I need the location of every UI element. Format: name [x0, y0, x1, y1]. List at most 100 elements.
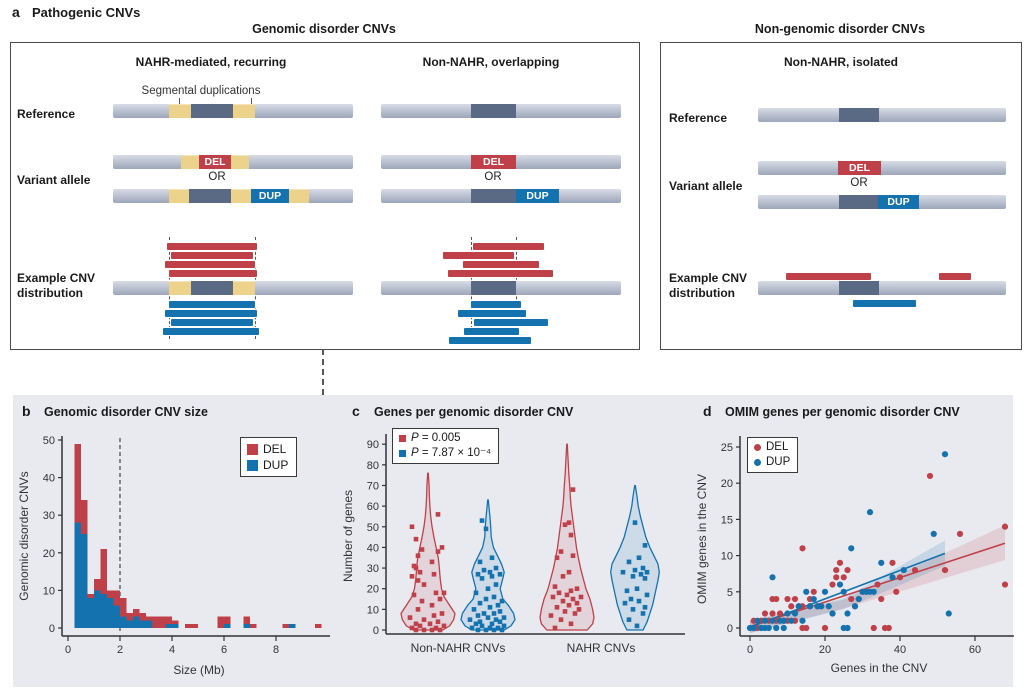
y-axis-label: Genomic disorder CNVs: [17, 471, 31, 600]
violin-point-dup: [477, 559, 483, 565]
violin-point-dup: [638, 571, 644, 577]
violin-shape-del: [539, 443, 595, 631]
violin-point-del: [552, 625, 558, 631]
violin-point-del: [411, 563, 417, 569]
scatter-point-del: [799, 545, 806, 552]
chromosome-bar: DEL: [758, 161, 1006, 175]
dup-cnv-bar: [471, 301, 521, 308]
scatter-point-del: [833, 574, 840, 581]
violin-point-del: [435, 619, 441, 625]
histogram-bar-dup: [87, 597, 94, 628]
violin-point-dup: [485, 586, 491, 592]
violin-point-dup: [630, 607, 636, 612]
scatter-point-dup: [821, 588, 829, 595]
violin-point-del: [439, 611, 445, 616]
segmental-duplication-block: [289, 189, 309, 203]
segmental-duplication-block: [169, 104, 191, 118]
violin-point-dup: [499, 627, 505, 633]
scatter-point-dup: [840, 588, 847, 595]
dup-legend-dot: [754, 459, 761, 466]
scatter-point-dup: [825, 603, 832, 610]
chromosome-bar: [113, 104, 353, 118]
violin-point-dup: [622, 600, 628, 606]
violin-point-del: [558, 617, 564, 622]
violin-point-dup: [491, 594, 497, 600]
histogram-bar-del: [139, 612, 146, 621]
row-label-variant-allele: Variant allele: [17, 173, 91, 187]
violin-point-dup: [483, 627, 489, 633]
violin-point-del: [439, 545, 445, 550]
chromosome-bar: [758, 108, 1006, 122]
axis-tick-label: 40: [367, 542, 379, 554]
histogram-bar-dup: [165, 624, 172, 628]
scatter-point-dup: [878, 559, 885, 566]
scatter-point-del: [833, 566, 840, 574]
violin-point-del: [421, 627, 427, 633]
violin-point-dup: [479, 518, 485, 523]
scatter-point-dup: [870, 588, 877, 595]
panel-b-letter: b: [22, 403, 31, 419]
segmental-duplication-block: [233, 104, 255, 118]
axis-tick-label: 5: [727, 587, 733, 599]
violin-point-del: [429, 559, 435, 565]
violin-point-del: [548, 613, 554, 618]
dup-block: DUP: [878, 195, 919, 209]
violin-point-dup: [626, 559, 632, 565]
violin-point-del: [564, 592, 570, 598]
segdup-pointer-left: [179, 98, 180, 104]
histogram-cnv-size: 0 10 20 30 40 50 0 2 4 6 8 Size (Mb) Genomic disorde…: [17, 435, 330, 677]
unique-region-block: [839, 195, 878, 209]
col-isolated-header: Non-NAHR, isolated: [784, 55, 898, 69]
axis-tick-label: 6: [221, 644, 227, 656]
scatter-point-dup: [945, 610, 952, 617]
histogram-bar-dup: [113, 605, 120, 628]
histogram-bar-del: [94, 579, 101, 591]
del-cnv-bar: [171, 252, 253, 259]
panel-c-legend: P = 0.005 P = 7.87 × 10⁻⁴: [392, 428, 500, 464]
scatter-point-del: [840, 574, 847, 581]
chromosome-bar: DUP: [113, 189, 353, 203]
y-axis-label: Number of genes: [341, 490, 355, 582]
violin-point-del: [560, 574, 566, 579]
scatter-point-dup: [773, 624, 780, 632]
scatter-point-dup: [818, 603, 825, 610]
violin-point-dup: [628, 596, 634, 602]
scatter-point-dup: [836, 581, 844, 588]
violin-point-dup: [487, 604, 493, 610]
axis-tick-label: 10: [367, 604, 379, 616]
or-label: OR: [208, 171, 226, 183]
violin-point-dup: [644, 592, 650, 598]
axis-tick-label: 0: [49, 623, 55, 635]
dup-block: DUP: [516, 189, 559, 203]
scatter-point-del: [836, 559, 844, 566]
violin-point-dup: [489, 555, 495, 561]
scatter-point-del: [848, 595, 855, 603]
axis-tick-label: 70: [367, 480, 379, 492]
del-block: DEL: [838, 161, 881, 175]
violin-point-dup: [483, 526, 489, 532]
scatter-point-del: [791, 595, 799, 603]
or-label: OR: [484, 171, 502, 183]
violin-point-del: [417, 569, 423, 575]
violin-point-del: [415, 578, 421, 583]
axis-tick-label: 80: [367, 460, 379, 472]
scatter-point-dup: [788, 617, 795, 624]
violin-point-del: [411, 592, 417, 598]
violin-point-del: [421, 617, 427, 622]
scatter-point-del: [821, 624, 829, 632]
axis-tick-label: 10: [43, 585, 55, 597]
unique-region-block: [189, 189, 231, 203]
violin-point-del: [427, 621, 433, 627]
violin-point-dup: [624, 588, 630, 594]
axis-tick-label: 60: [969, 644, 981, 656]
panel-b-legend: DEL DUP: [240, 437, 298, 477]
violin-genes-per-cnv: 0 10 20 30 40 50 60 70 80 90 Non-NAHR CNVs NAHR CNV…: [341, 434, 685, 655]
histogram-bar-dup: [133, 616, 140, 628]
bottom-charts-panel: [13, 395, 1013, 687]
violin-point-dup: [479, 576, 485, 581]
violin-point-dup: [634, 586, 640, 592]
violin-point-dup: [483, 596, 489, 602]
unique-region-block: [839, 108, 879, 122]
violin-point-del: [433, 590, 439, 596]
axis-tick-label: 4: [169, 644, 175, 656]
